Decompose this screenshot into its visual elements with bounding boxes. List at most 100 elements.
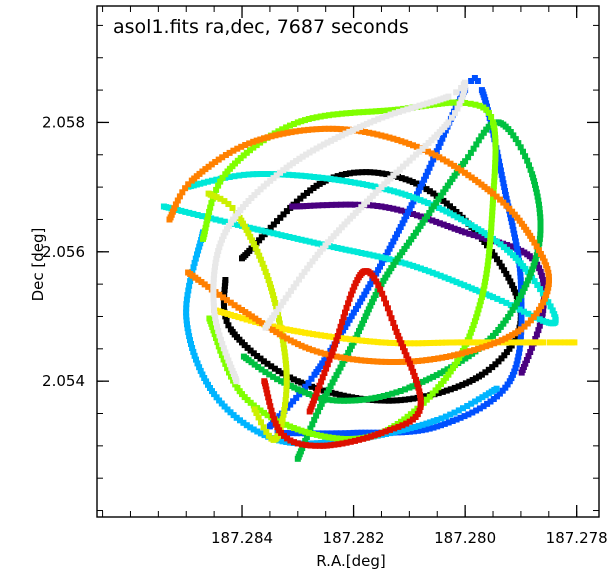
data-point: [352, 437, 358, 444]
data-point: [213, 255, 220, 262]
data-point: [521, 308, 527, 315]
data-point: [367, 338, 373, 345]
data-point: [345, 300, 352, 307]
data-point: [434, 417, 441, 423]
data-point: [190, 264, 197, 271]
data-point: [252, 244, 259, 251]
data-point: [426, 210, 433, 216]
data-point: [362, 129, 369, 135]
data-point: [395, 423, 402, 430]
data-point: [298, 427, 305, 434]
data-point: [534, 282, 541, 288]
data-point: [452, 361, 459, 368]
data-point: [316, 382, 323, 389]
data-point: [391, 340, 398, 346]
data-point: [440, 368, 447, 375]
data-point: [458, 339, 465, 346]
data-point: [489, 208, 496, 215]
data-point: [451, 225, 458, 232]
data-point: [441, 274, 448, 281]
data-point: [344, 320, 351, 327]
data-point: [449, 175, 456, 182]
data-point: [379, 290, 386, 297]
data-point: [334, 333, 341, 339]
data-point: [419, 357, 426, 364]
data-point: [278, 420, 285, 427]
data-point: [257, 430, 264, 437]
data-point: [313, 348, 320, 355]
data-point: [313, 182, 320, 189]
data-point: [174, 207, 181, 213]
data-point: [533, 243, 540, 250]
data-point: [503, 299, 510, 306]
data-point: [390, 172, 397, 179]
x-tick-label: 187.278: [546, 529, 608, 547]
data-point: [207, 385, 213, 391]
data-point: [240, 419, 247, 426]
data-point: [540, 299, 547, 306]
data-point: [203, 221, 210, 228]
data-point: [485, 254, 492, 260]
data-point: [505, 333, 512, 340]
data-point: [536, 322, 543, 329]
data-point: [204, 178, 211, 185]
data-point: [280, 341, 287, 348]
data-point: [404, 413, 411, 420]
data-point: [457, 414, 464, 421]
data-point: [451, 409, 458, 416]
data-point: [222, 229, 229, 236]
data-point: [257, 136, 264, 143]
data-point: [453, 416, 460, 423]
data-point: [489, 200, 496, 207]
data-point: [257, 407, 264, 414]
data-point: [220, 345, 227, 352]
data-point: [201, 375, 208, 381]
data-point: [534, 339, 541, 346]
data-point: [518, 319, 525, 326]
data-point: [450, 339, 457, 346]
data-point: [230, 412, 237, 419]
data-point: [425, 148, 431, 155]
data-point: [205, 213, 212, 220]
data-point: [212, 216, 219, 223]
data-point: [231, 313, 238, 319]
data-point: [296, 391, 303, 398]
data-point: [290, 376, 297, 383]
data-point: [281, 407, 288, 413]
data-point: [340, 392, 347, 399]
data-point: [214, 251, 221, 258]
data-point: [336, 391, 343, 398]
data-point: [479, 394, 486, 401]
data-point: [445, 275, 452, 282]
data-point: [386, 268, 393, 275]
data-point: [380, 393, 387, 399]
data-point: [294, 235, 301, 242]
data-point: [302, 117, 308, 124]
data-point: [396, 108, 402, 115]
data-point: [488, 228, 494, 235]
data-point: [299, 445, 306, 452]
data-point: [186, 333, 193, 340]
data-point: [455, 383, 462, 390]
data-point: [333, 353, 340, 360]
data-point: [197, 180, 204, 187]
data-point: [491, 128, 498, 135]
data-point: [183, 309, 190, 316]
data-point: [356, 397, 363, 404]
data-point: [274, 324, 281, 331]
data-point: [191, 259, 198, 266]
data-point: [407, 425, 414, 432]
data-point: [475, 306, 482, 313]
data-point: [447, 210, 453, 217]
data-point: [487, 341, 494, 348]
data-point: [462, 380, 469, 387]
data-point: [250, 350, 257, 357]
data-point: [283, 381, 290, 388]
data-point: [483, 235, 490, 242]
data-point: [381, 295, 388, 302]
data-point: [213, 176, 220, 183]
data-point: [396, 252, 403, 259]
data-point: [313, 126, 320, 133]
data-point: [321, 357, 328, 364]
data-point: [351, 283, 358, 290]
